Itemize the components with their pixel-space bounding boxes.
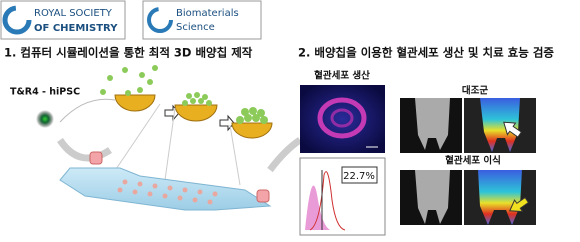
- spheroid-bowls: [100, 65, 273, 139]
- panel-label: 혈관세포 생산: [314, 70, 370, 82]
- cell: [36, 110, 54, 128]
- group-label: 대조군: [462, 85, 488, 97]
- mouse-images-control: [400, 98, 536, 153]
- section-title: 1. 컴퓨터 시뮬레이션을 통한 최적 3D 배양칩 제작: [4, 46, 253, 60]
- journal-name: Science: [176, 22, 215, 33]
- culture-chip: [59, 103, 272, 211]
- arrow: [267, 137, 302, 173]
- section-title: 2. 배양칩을 이용한 혈관세포 생산 및 치료 효능 검증: [298, 46, 554, 60]
- flow-histogram: [299, 157, 386, 236]
- logo-box: [142, 0, 262, 40]
- rsc-logo: [2, 5, 32, 35]
- mouse-images-transplant: [400, 170, 536, 225]
- group-label: 혈관세포 이식: [445, 155, 501, 167]
- journal-logo: [147, 7, 173, 33]
- connector: [59, 98, 116, 123]
- arrow: [57, 137, 112, 162]
- percentage-label: 22.7%: [343, 171, 375, 182]
- publisher-name: ROYAL SOCIETY: [34, 8, 113, 19]
- fluorescence-image: [300, 85, 385, 153]
- publisher-name: OF CHEMISTRY: [34, 23, 118, 34]
- cell-label: T&R4 - hiPSC: [10, 87, 80, 98]
- journal-name: Biomaterials: [176, 8, 239, 19]
